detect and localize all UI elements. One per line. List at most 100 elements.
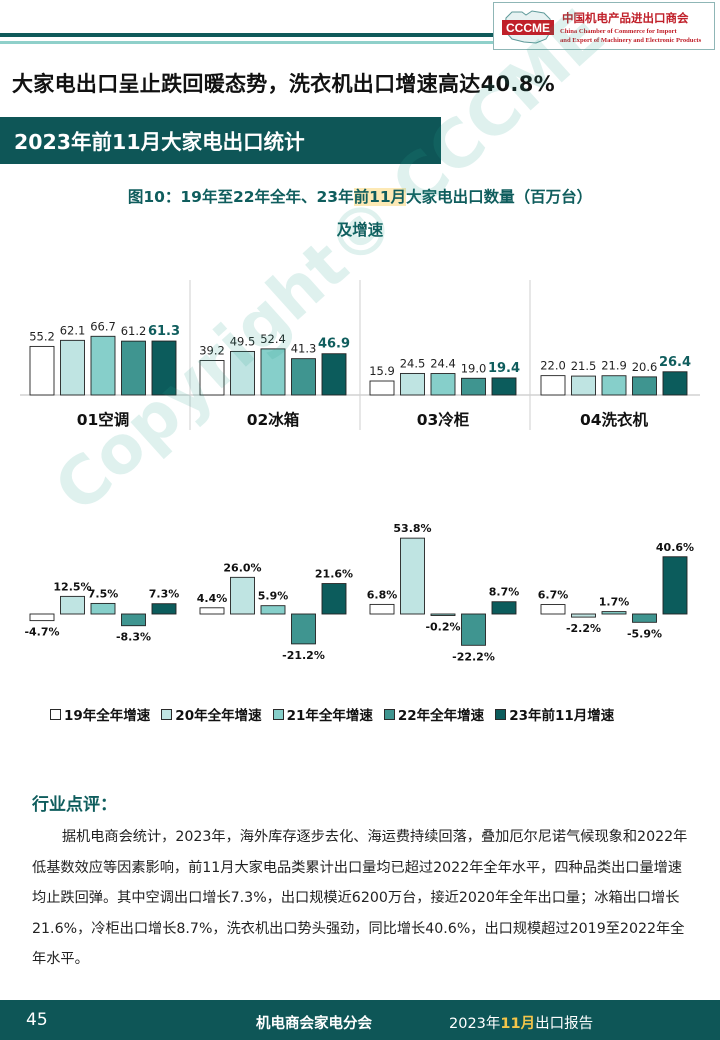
qty-value-label: 21.9 [601,359,627,373]
footer-report-title: 2023年11月出口报告 [449,1012,593,1033]
growth-bar [571,613,596,618]
qty-value-label: 66.7 [90,319,116,333]
chart-legend: 19年全年增速 20年全年增速 21年全年增速 22年全年增速 23年前11月增速 [50,703,625,725]
category-label: 03冷柜 [417,410,470,429]
cccme-logo: CCCME 中国机电产品进出口商会 China Chamber of Comme… [493,2,715,50]
qty-bar [121,340,146,396]
qty-value-label: 19.4 [488,361,520,376]
growth-bar [260,605,286,615]
legend-label: 19年全年增速 [64,708,151,724]
footer-report-prefix: 2023年 [449,1016,501,1032]
cccme-emblem-icon: CCCME [502,10,554,44]
qty-bar [260,348,286,396]
qty-value-label: 24.5 [400,356,426,370]
category-label: 04洗衣机 [580,410,649,429]
qty-bar [571,375,596,396]
qty-bar [321,353,347,396]
qty-value-label: 61.3 [148,324,180,339]
growth-value-label: 12.5% [53,580,91,593]
qty-value-label: 15.9 [369,364,395,378]
qty-bar [291,358,316,396]
legend-swatch [383,708,395,720]
logo-abbr: CCCME [506,21,550,35]
qty-value-label: 41.3 [291,342,317,356]
legend-item: 19年全年增速 [50,704,150,724]
growth-value-label: 6.7% [538,589,569,602]
qty-bar [199,360,225,396]
qty-value-label: 39.2 [199,344,225,358]
qty-bar [60,339,85,396]
growth-bar [461,613,486,646]
qty-value-label: 49.5 [230,334,256,348]
growth-value-label: -5.9% [627,627,662,640]
figure-title-part2: 大家电出口数量（百万台） [406,188,593,206]
commentary-body: 据机电商会统计，2023年，海外库存逐步去化、海运费持续回落，叠加厄尔尼诺气候现… [32,829,688,967]
qty-bar [540,375,566,396]
qty-value-label: 55.2 [29,329,55,343]
legend-label: 21年全年增速 [286,708,373,724]
qty-bar [151,340,177,396]
logo-english-line2: and Export of Machinery and Electronic P… [560,37,702,44]
growth-bar [199,607,225,615]
legend-item: 23年前11月增速 [495,704,614,724]
growth-value-label: -8.3% [116,631,151,644]
legend-label: 23年前11月增速 [509,708,615,724]
growth-value-label: -22.2% [452,650,495,663]
section-title: 2023年前11月大家电出口统计 [14,130,305,154]
legend-item: 21年全年增速 [272,704,373,724]
header-rule-dark [0,33,495,37]
page-number: 45 [26,1010,48,1030]
growth-value-label: 7.3% [149,588,180,601]
qty-bar [430,373,456,396]
growth-value-label: 21.6% [315,568,353,581]
legend-swatch [272,708,284,720]
growth-bar [151,603,177,615]
growth-bar [540,604,566,615]
section-banner: 2023年前11月大家电出口统计 [0,117,441,164]
growth-bar [121,613,146,627]
growth-value-label: -2.2% [566,622,601,635]
commentary-heading: 行业点评： [32,795,117,815]
header-rule-light [0,41,495,44]
growth-bar [29,613,55,622]
qty-bar [90,335,116,396]
growth-value-label: 7.5% [88,587,119,600]
growth-value-label: 40.6% [656,541,694,554]
footer-report-suffix: 出口报告 [535,1016,594,1032]
growth-value-label: 6.8% [367,588,398,601]
legend-label: 22年全年增速 [397,708,485,724]
growth-bar [369,603,395,615]
growth-bar [400,537,425,615]
qty-bar [230,350,255,396]
growth-value-label: -21.2% [282,649,325,662]
legend-swatch [495,708,507,720]
export-chart: 55.2 62.1 66.7 61.2 61.3 01空调 39.2 49.5 52.4 41.3… [20,280,700,663]
figure-title-line2: 及增速 [336,221,384,239]
qty-value-label: 24.4 [430,357,456,371]
growth-bar [430,613,456,616]
legend-swatch [161,708,173,720]
figure-title: 图10：19年至22年全年、23年前11月大家电出口数量（百万台） [0,185,720,207]
footer-bar: 45 机电商会家电分会 2023年11月出口报告 [0,1000,720,1040]
qty-bar [632,376,657,396]
growth-value-label: -4.7% [24,626,59,639]
growth-value-label: 1.7% [599,596,630,609]
growth-bar [491,601,517,615]
logo-english-line1: China Chamber of Commerce for Import [560,28,677,35]
legend-swatch [50,708,61,720]
qty-value-label: 62.1 [60,323,86,337]
logo-chinese-name: 中国机电产品进出口商会 [562,11,689,25]
qty-bar [369,380,395,396]
growth-value-label: 4.4% [197,592,228,605]
growth-value-label: 26.0% [223,561,261,574]
category-label: 01空调 [77,410,130,429]
legend-item: 20年全年增速 [161,704,262,724]
qty-value-label: 26.4 [659,355,691,370]
figure-title-highlight: 前11月 [353,188,407,206]
footer-report-accent: 11月 [500,1016,536,1032]
qty-value-label: 46.9 [318,337,350,352]
growth-bar [601,611,627,615]
growth-bar [321,583,347,615]
growth-bar [662,556,688,615]
growth-bar [291,613,316,645]
